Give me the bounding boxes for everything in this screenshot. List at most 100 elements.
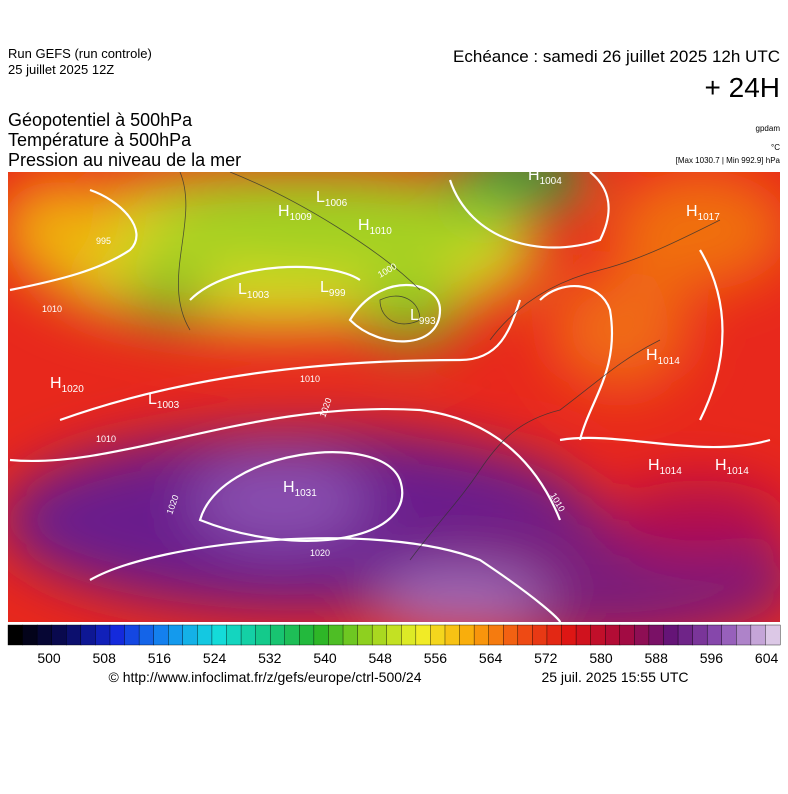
center-letter: H xyxy=(358,217,370,234)
swatch xyxy=(415,624,431,646)
valid-time: Echéance : samedi 26 juillet 2025 12h UT… xyxy=(453,47,780,66)
layer: Température à 500hPa xyxy=(8,130,192,150)
unit: gpdam xyxy=(756,124,781,133)
center-value: 999 xyxy=(329,288,346,299)
swatch xyxy=(575,624,592,646)
swatch xyxy=(546,624,563,646)
swatch xyxy=(561,624,577,646)
swatch xyxy=(765,624,781,646)
swatch xyxy=(459,624,475,646)
swatch xyxy=(36,624,53,646)
pressure-center: H1020 xyxy=(50,375,84,395)
isobar-label: 995 xyxy=(96,236,111,246)
pressure-center: L1006 xyxy=(316,189,348,209)
colorbar-label: 500 xyxy=(37,650,61,666)
pressure-center: L993 xyxy=(410,307,436,327)
swatch xyxy=(503,624,519,646)
swatch xyxy=(371,624,388,646)
lead-time: + 24H xyxy=(705,72,781,103)
swatch xyxy=(255,624,271,646)
center-value: 1017 xyxy=(698,212,721,223)
swatch xyxy=(299,624,315,646)
center-letter: H xyxy=(50,375,62,392)
swatch xyxy=(444,624,461,646)
colorbar-label: 580 xyxy=(589,650,613,666)
swatch xyxy=(663,624,679,646)
colorbar-label: 588 xyxy=(645,650,669,666)
swatch xyxy=(313,624,329,646)
pressure-center: H1004 xyxy=(528,167,562,187)
center-letter: L xyxy=(238,281,247,298)
swatch xyxy=(677,624,694,646)
swatch xyxy=(488,624,504,646)
pressure-center: H1014 xyxy=(648,457,682,477)
center-letter: H xyxy=(686,203,698,220)
swatch xyxy=(284,624,300,646)
swatch xyxy=(634,624,650,646)
swatch xyxy=(736,624,752,646)
center-value: 993 xyxy=(419,316,436,327)
colorbar: 500 508 516 524 532 540 548 556 564 572 580 588 596 6… xyxy=(7,624,781,666)
swatch xyxy=(124,624,140,646)
swatch xyxy=(605,624,621,646)
swatch xyxy=(473,624,490,646)
center-letter: H xyxy=(528,167,540,184)
swatch xyxy=(138,624,155,646)
swatch xyxy=(386,624,402,646)
swatch xyxy=(692,624,708,646)
colorbar-label: 508 xyxy=(93,650,117,666)
swatch xyxy=(590,624,606,646)
center-value: 1031 xyxy=(295,488,318,499)
isobar-label: 1010 xyxy=(42,304,62,314)
center-value: 1020 xyxy=(62,384,85,395)
swatch xyxy=(80,624,96,646)
swatch xyxy=(706,624,723,646)
layer: Géopotentiel à 500hPa xyxy=(8,110,193,130)
pressure-center: L1003 xyxy=(148,391,180,411)
center-letter: L xyxy=(316,189,325,206)
colorbar-label: 540 xyxy=(313,650,337,666)
swatch xyxy=(430,624,446,646)
swatch xyxy=(197,624,213,646)
pressure-center: L1003 xyxy=(238,281,270,301)
colorbar-label: 604 xyxy=(755,650,779,666)
isobar-label: 1010 xyxy=(300,374,320,384)
pressure-center: H1017 xyxy=(686,203,720,223)
center-value: 1014 xyxy=(727,466,750,477)
colorbar-label: 556 xyxy=(424,650,448,666)
center-letter: H xyxy=(646,347,658,364)
swatch xyxy=(532,624,548,646)
run-date: 25 juillet 2025 12Z xyxy=(8,62,114,77)
center-value: 1010 xyxy=(370,226,393,237)
unit: °C xyxy=(771,143,780,152)
unit: [Max 1030.7 | Min 992.9] hPa xyxy=(676,156,781,165)
source: © http://www.infoclimat.fr/z/gefs/europe… xyxy=(108,669,421,685)
center-value: 1003 xyxy=(157,400,180,411)
pressure-center: H1014 xyxy=(646,347,680,367)
pressure-center: H1031 xyxy=(283,479,317,499)
swatch xyxy=(153,624,169,646)
center-value: 1006 xyxy=(325,198,348,209)
center-letter: H xyxy=(283,479,295,496)
swatch xyxy=(226,624,242,646)
swatch xyxy=(357,624,373,646)
colorbar-label: 532 xyxy=(258,650,282,666)
pressure-center: H1014 xyxy=(715,457,749,477)
isobar-label: 1020 xyxy=(310,548,330,558)
swatch xyxy=(211,624,227,646)
pressure-center: L999 xyxy=(320,279,346,299)
swatch xyxy=(168,624,184,646)
swatch xyxy=(619,624,635,646)
colorbar-label: 572 xyxy=(534,650,558,666)
center-value: 1003 xyxy=(247,290,270,301)
center-letter: L xyxy=(410,307,419,324)
isobar-label: 1010 xyxy=(96,434,116,444)
colorbar-label: 548 xyxy=(369,650,393,666)
generated: 25 juil. 2025 15:55 UTC xyxy=(541,669,688,685)
swatch xyxy=(721,624,737,646)
swatch xyxy=(342,624,359,646)
swatch xyxy=(182,624,198,646)
colorbar-label: 596 xyxy=(700,650,724,666)
center-letter: H xyxy=(648,457,660,474)
